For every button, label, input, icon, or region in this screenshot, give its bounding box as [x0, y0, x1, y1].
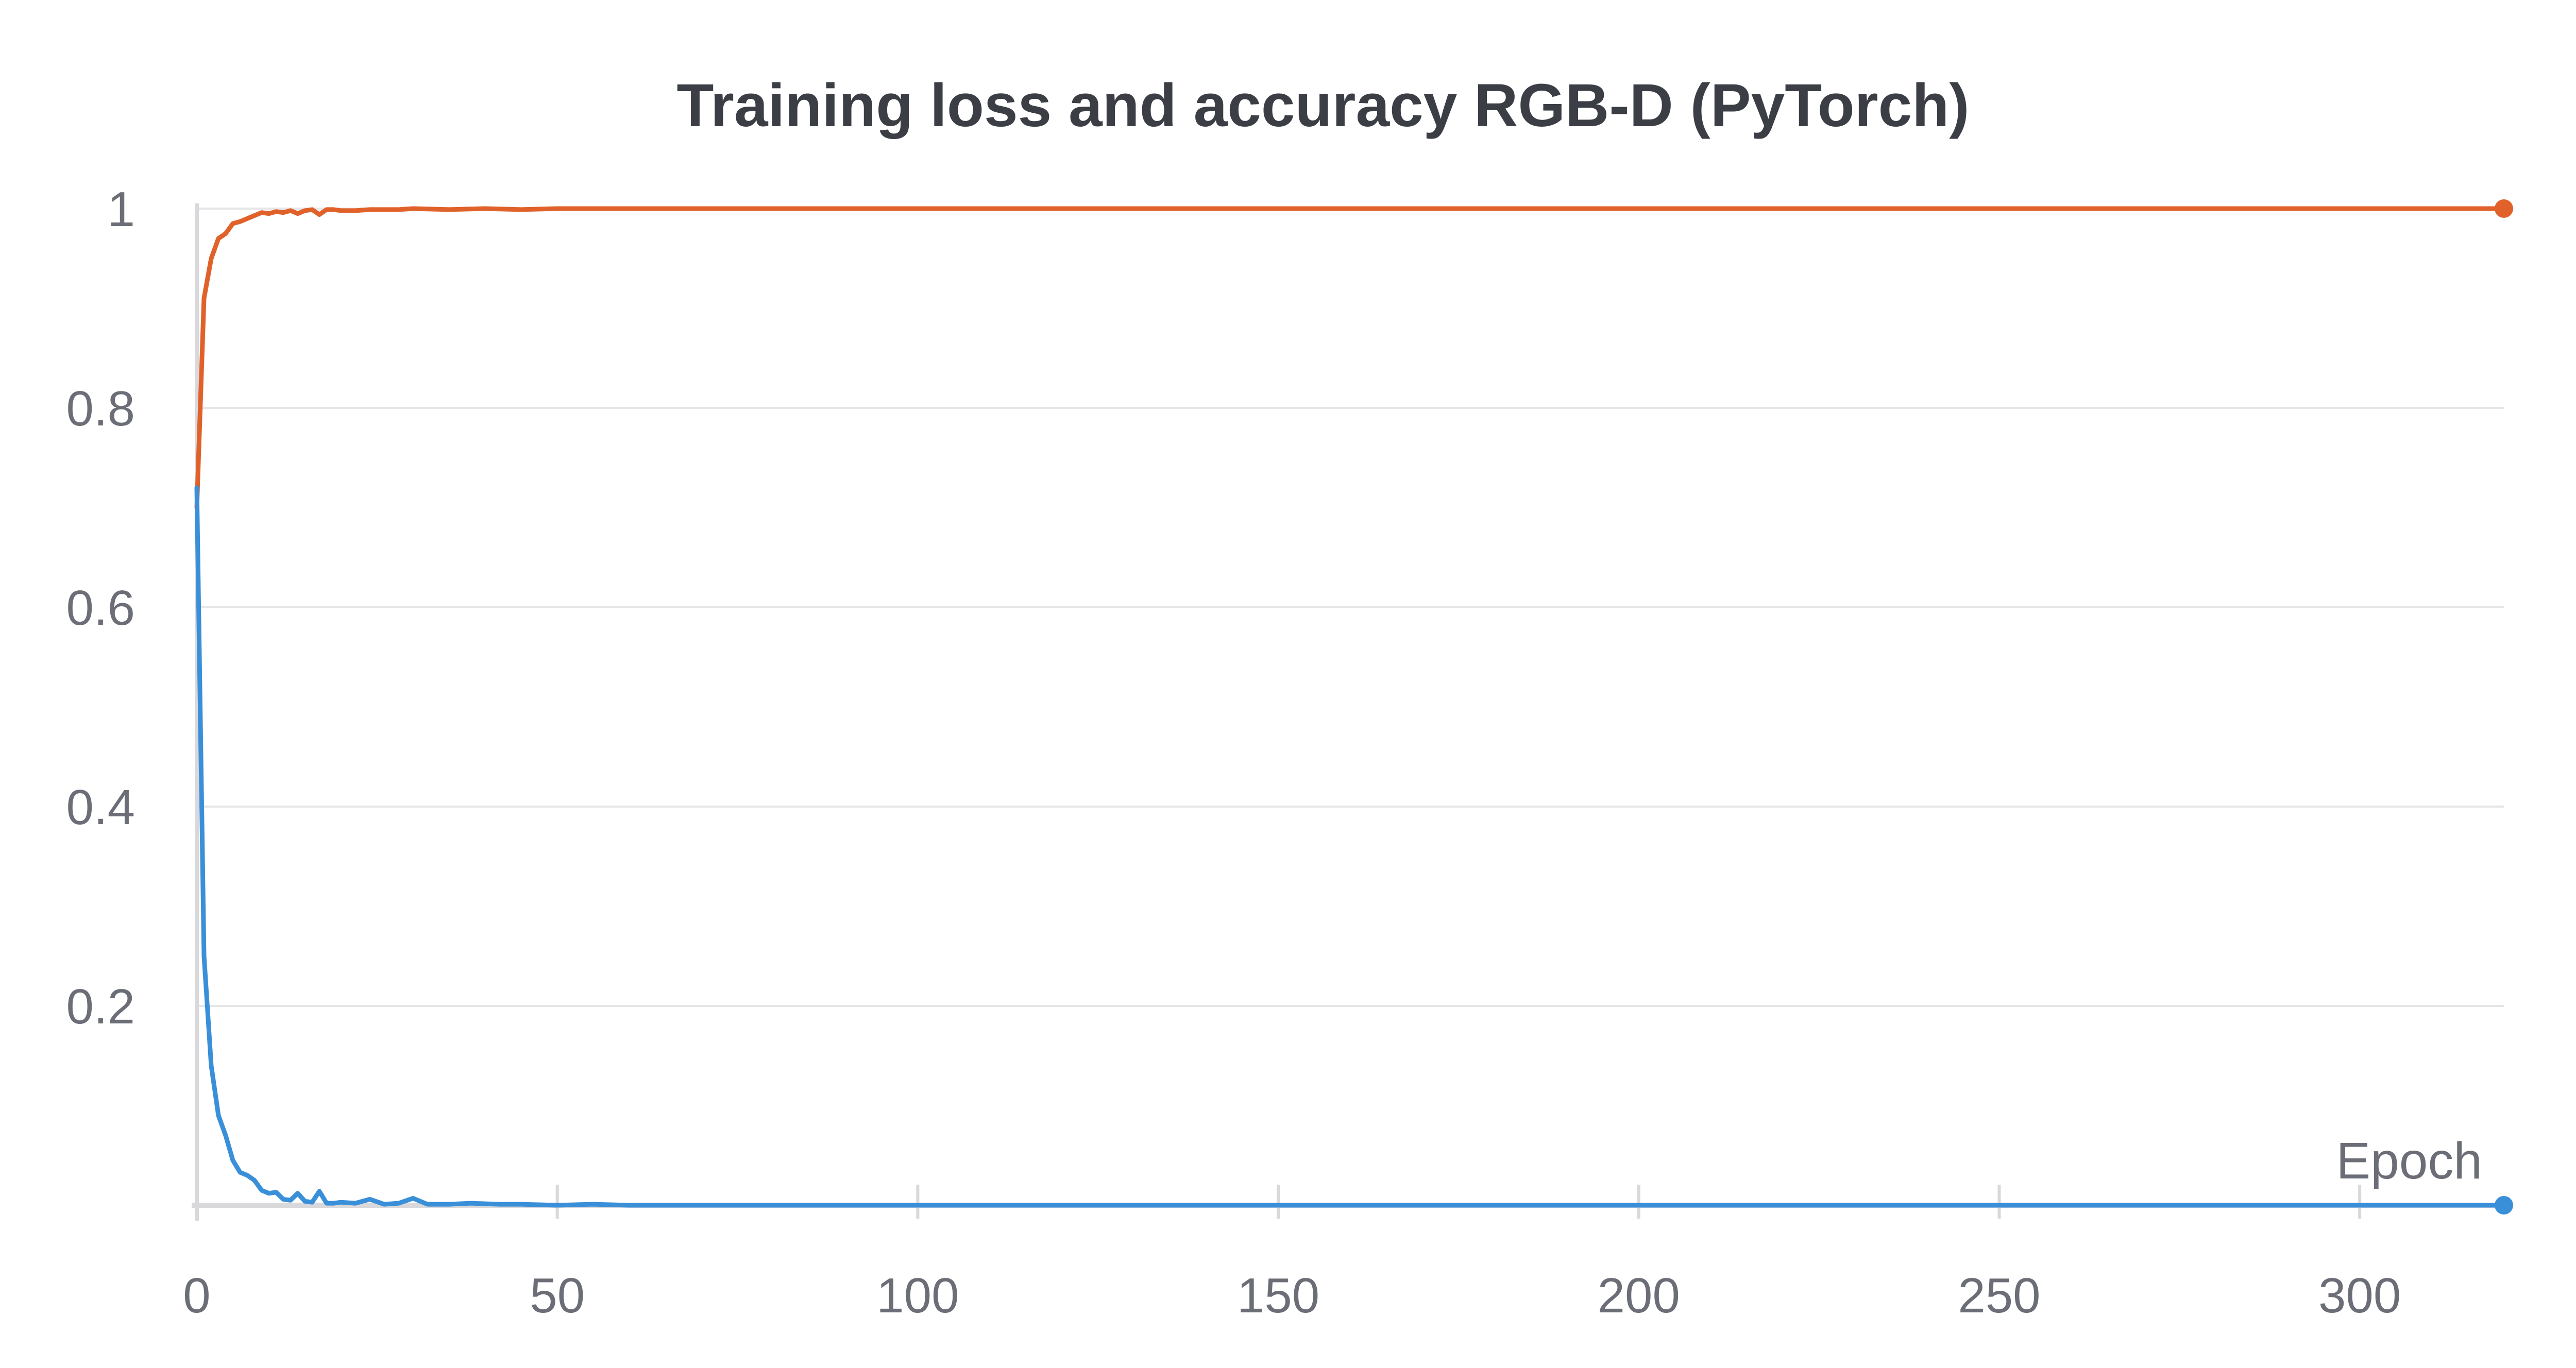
- y-tick-label: 0.6: [66, 580, 135, 636]
- series-end-point-1: [2495, 199, 2513, 218]
- x-tick-label: 300: [2318, 1268, 2401, 1323]
- x-axis-label: Epoch: [2336, 1132, 2482, 1190]
- x-tick-label: 50: [530, 1268, 585, 1323]
- tick-labels: 0.2 0.4 0.6 0.8 1 0 50 100 150 200 250 300: [66, 182, 2401, 1323]
- series-line-2: [194, 485, 2506, 1208]
- y-tick-label: 1: [108, 182, 135, 237]
- chart-title: Training loss and accuracy RGB-D (PyTorc…: [676, 72, 1969, 140]
- axes: [192, 203, 2509, 1221]
- series-end-point-2: [2495, 1196, 2513, 1215]
- x-tick-label: 0: [183, 1268, 210, 1323]
- y-tick-label: 0.8: [66, 381, 135, 436]
- x-tick-label: 100: [876, 1268, 959, 1323]
- x-tick-label: 150: [1237, 1268, 1319, 1323]
- series-line-1: [194, 206, 2506, 510]
- series-lines: [194, 199, 2513, 1215]
- grid-lines: [197, 208, 2504, 1007]
- y-tick-label: 0.2: [66, 979, 135, 1034]
- y-tick-label: 0.4: [66, 780, 135, 835]
- x-tick-label: 200: [1598, 1268, 1680, 1323]
- x-tick-label: 250: [1958, 1268, 2040, 1323]
